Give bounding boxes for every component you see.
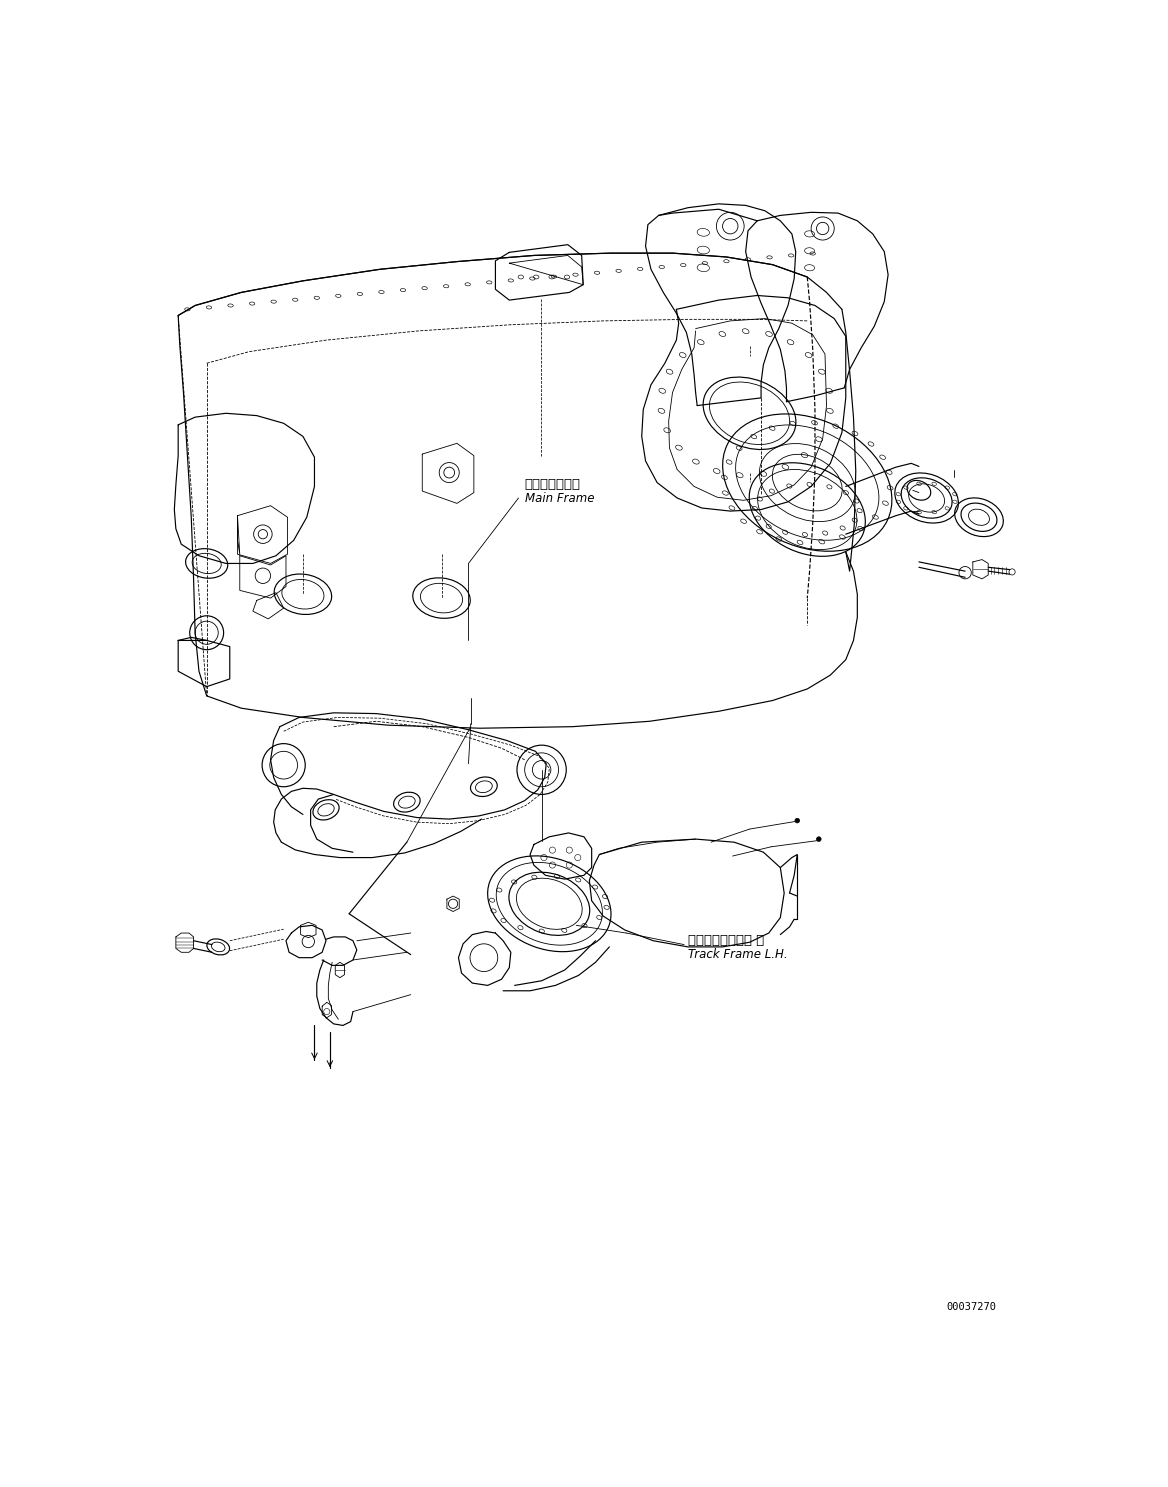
Text: Main Frame: Main Frame — [524, 492, 595, 506]
Circle shape — [795, 818, 800, 822]
Circle shape — [816, 837, 821, 842]
Text: Track Frame L.H.: Track Frame L.H. — [688, 949, 787, 961]
Text: メインフレーム: メインフレーム — [524, 479, 580, 491]
Text: トラックフレーム 左: トラックフレーム 左 — [688, 934, 764, 947]
Text: 00037270: 00037270 — [946, 1303, 996, 1312]
